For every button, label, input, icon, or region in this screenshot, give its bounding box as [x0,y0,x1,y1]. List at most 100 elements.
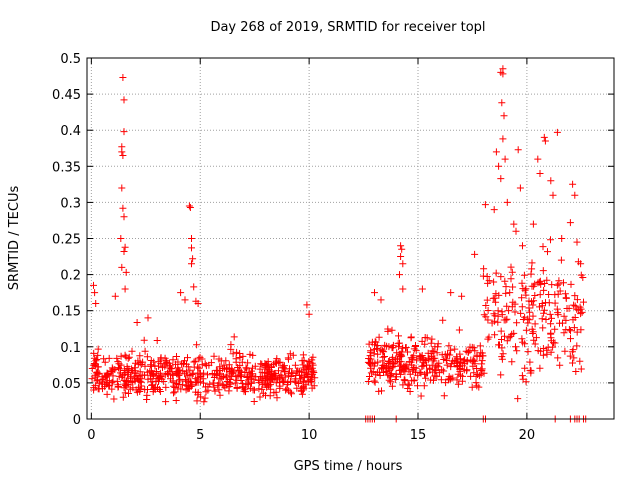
data-point [126,385,134,393]
data-point [440,392,448,400]
data-point [519,242,526,250]
data-point [173,370,181,378]
data-point [540,133,548,141]
data-point [175,381,183,388]
data-point [530,336,538,344]
data-point [407,358,415,366]
data-point [102,380,110,388]
data-point [438,366,446,374]
data-point [118,184,126,192]
data-point [236,354,244,361]
data-point [169,356,177,364]
data-point [286,350,294,358]
data-point [194,389,202,397]
data-point [372,338,380,346]
data-point [187,383,195,390]
data-point [518,372,526,380]
data-point [422,374,430,382]
data-point [537,347,545,355]
data-point [367,369,375,377]
data-point [170,389,177,397]
data-point [502,283,510,291]
data-point [91,382,99,390]
data-point [131,364,139,372]
data-point [298,390,306,398]
data-point [503,337,511,345]
data-point [258,360,266,368]
data-point [278,373,286,381]
data-point [178,360,186,368]
data-point [501,277,509,285]
data-point [420,382,428,390]
data-point [225,383,233,390]
data-point [553,305,561,313]
data-point [398,245,406,253]
data-point [280,377,288,385]
data-point [531,292,539,299]
data-point [513,319,521,327]
data-point [577,260,585,268]
data-point [181,296,189,304]
data-point [181,357,188,365]
data-point [563,305,571,312]
y-tick-label: 0.45 [52,88,81,103]
data-point [547,177,555,185]
data-point [512,227,520,235]
data-point [186,372,194,380]
data-point [243,380,251,388]
data-point [291,361,299,369]
data-point [536,291,544,299]
data-point [397,370,405,378]
data-point [492,290,500,298]
data-point [265,366,273,374]
data-point [283,385,291,393]
data-point [502,289,510,297]
data-point [497,273,505,281]
data-point [188,235,195,242]
data-point [494,307,502,315]
data-point [174,358,182,366]
y-tick-label: 0.5 [60,52,81,67]
data-point [383,342,391,350]
data-point [147,362,155,370]
data-point [577,326,585,334]
data-point [526,358,534,366]
data-point [122,268,130,276]
data-point [398,365,406,373]
data-point [219,381,227,389]
y-tick-label: 0.2 [60,269,81,284]
data-point [579,274,587,281]
data-point [214,367,222,375]
axes [86,57,615,420]
data-point [539,351,547,359]
data-point [115,364,122,372]
data-point [478,357,486,365]
data-point [540,306,548,314]
data-point [417,392,425,400]
data-point [484,279,492,287]
data-point [161,361,169,369]
y-tick-label: 0 [73,413,81,428]
data-point [374,342,382,349]
data-point [519,285,527,293]
data-point [125,353,133,361]
data-point [285,372,293,380]
data-point [384,325,392,333]
data-point [571,302,579,310]
data-point [388,382,396,390]
data-point [501,332,508,340]
data-point [387,378,395,386]
data-point [284,379,292,386]
data-point [376,372,384,379]
data-point [503,198,511,206]
data-point [211,387,219,395]
data-point [90,361,98,369]
data-point [141,362,149,370]
data-point [140,371,148,379]
data-point [482,302,490,309]
data-point [498,353,506,361]
data-point [162,398,170,406]
data-point [391,359,399,367]
data-point [194,300,202,307]
data-point [118,263,126,271]
